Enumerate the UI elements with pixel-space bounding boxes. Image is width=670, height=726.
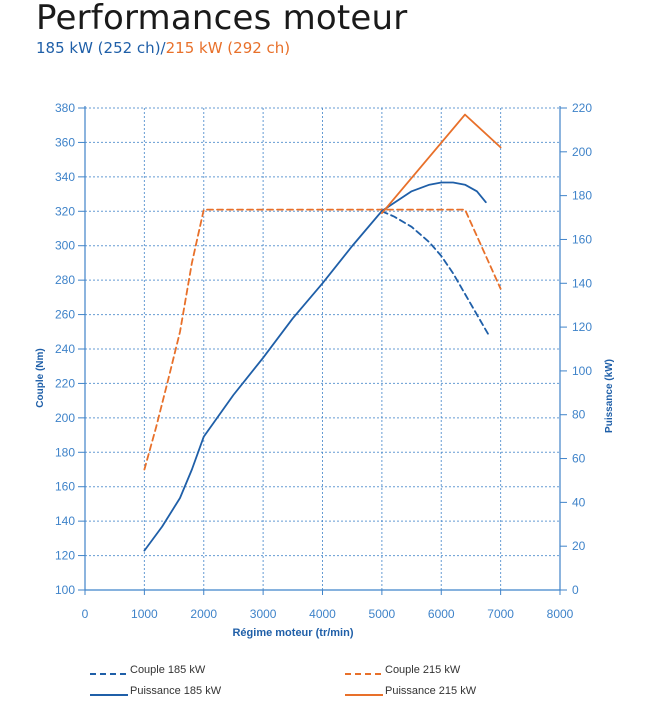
x-tick-label: 6000 [428, 607, 455, 621]
y-left-tick-label: 180 [55, 445, 75, 459]
y-right-tick-label: 80 [572, 408, 586, 422]
x-tick-label: 0 [82, 607, 89, 621]
y-right-tick-label: 200 [572, 145, 592, 159]
y-left-tick-label: 160 [55, 480, 75, 494]
y-right-tick-label: 120 [572, 320, 592, 334]
page-title: Performances moteur [36, 0, 408, 38]
y-left-tick-label: 220 [55, 376, 75, 390]
x-tick-label: 7000 [487, 607, 514, 621]
legend-label: Puissance 215 kW [385, 685, 477, 697]
x-tick-label: 3000 [250, 607, 277, 621]
y-right-tick-label: 180 [572, 189, 592, 203]
grid [85, 107, 560, 590]
series-line-puissance-215-kw [380, 113, 502, 215]
legend-label: Couple 215 kW [385, 664, 461, 676]
y-right-tick-label: 40 [572, 495, 586, 509]
series-line-puissance-185-kw [143, 181, 487, 552]
y-left-tick-label: 280 [55, 273, 75, 287]
y-right-tick-label: 140 [572, 276, 592, 290]
series [143, 113, 502, 552]
legend-label: Couple 185 kW [130, 664, 206, 676]
y-left-tick-label: 260 [55, 308, 75, 322]
x-tick-label: 4000 [309, 607, 336, 621]
series-line-couple-215-kw [143, 208, 502, 471]
y-left-tick-label: 300 [55, 239, 75, 253]
legend-label: Puissance 185 kW [130, 685, 222, 697]
y-right-tick-label: 160 [572, 232, 592, 246]
y-left-tick-label: 120 [55, 549, 75, 563]
x-tick-label: 8000 [547, 607, 574, 621]
y-left-tick-label: 380 [55, 101, 75, 115]
y-right-tick-label: 20 [572, 539, 586, 553]
y-axis-left-label: Couple (Nm) [35, 348, 46, 407]
y-left-tick-label: 200 [55, 411, 75, 425]
y-left-tick-label: 240 [55, 342, 75, 356]
subtitle-separator: / [160, 39, 166, 57]
x-tick-label: 5000 [369, 607, 396, 621]
y-right-tick-label: 100 [572, 364, 592, 378]
y-left-tick-label: 360 [55, 135, 75, 149]
x-axis-label: Régime moteur (tr/min) [232, 627, 353, 639]
subtitle-215kw: 215 kW (292 ch) [165, 39, 291, 57]
y-left-tick-label: 340 [55, 170, 75, 184]
subtitle-185kw: 185 kW (252 ch) [36, 39, 161, 57]
series-line-couple-185-kw [380, 210, 490, 337]
y-right-tick-label: 0 [572, 583, 579, 597]
x-tick-label: 1000 [131, 607, 158, 621]
y-right-tick-label: 60 [572, 452, 586, 466]
y-axis-right-label: Puissance (kW) [604, 359, 615, 433]
y-left-tick-label: 140 [55, 514, 75, 528]
x-tick-label: 2000 [190, 607, 217, 621]
y-left-tick-label: 320 [55, 204, 75, 218]
page-subtitle: 185 kW (252 ch)/215 kW (292 ch) [36, 39, 290, 57]
y-right-tick-label: 220 [572, 101, 592, 115]
y-left-tick-label: 100 [55, 583, 75, 597]
legend: Couple 185 kW Couple 215 kW Puissance 185 … [90, 664, 477, 697]
axes: 1001201401601802002202402602803003203403… [55, 101, 592, 621]
